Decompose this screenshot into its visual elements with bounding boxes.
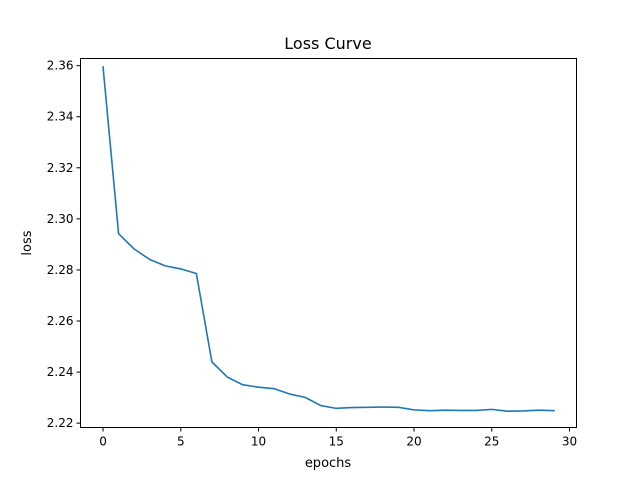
x-axis: 0 5 10 15 20 25 30 [99, 427, 577, 449]
y-tick-label: 2.22 [47, 416, 74, 430]
y-tick-label: 2.24 [47, 365, 74, 379]
x-tick-label: 5 [177, 435, 185, 449]
x-axis-label: epochs [305, 456, 352, 471]
loss-series-line [102, 66, 555, 412]
y-tick-label: 2.32 [47, 161, 74, 175]
chart-title: Loss Curve [284, 34, 371, 53]
x-tick-label: 30 [562, 435, 577, 449]
y-tick-label: 2.34 [47, 110, 74, 124]
y-axis-label: loss [20, 230, 35, 255]
y-tick-label: 2.36 [47, 59, 74, 73]
x-tick-label: 15 [329, 435, 344, 449]
y-tick-label: 2.30 [47, 212, 74, 226]
y-tick-label: 2.26 [47, 314, 74, 328]
x-tick-label: 10 [251, 435, 266, 449]
x-tick-label: 0 [99, 435, 107, 449]
x-tick-label: 20 [406, 435, 421, 449]
x-tick-label: 25 [484, 435, 499, 449]
plot-area [102, 66, 555, 412]
y-axis: 2.22 2.24 2.26 2.28 2.30 2.32 2.34 2.36 [47, 59, 81, 430]
y-tick-label: 2.28 [47, 263, 74, 277]
plot-frame [80, 58, 577, 428]
